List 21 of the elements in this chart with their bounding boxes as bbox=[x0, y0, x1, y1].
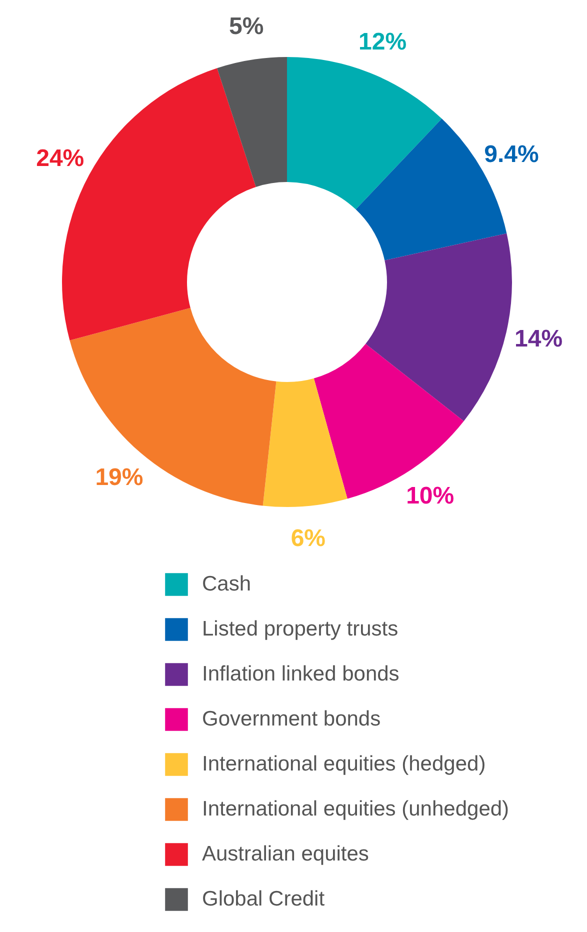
data-label: 6% bbox=[290, 525, 326, 552]
data-label: 14% bbox=[514, 325, 563, 352]
donut-slice bbox=[262, 378, 348, 507]
data-label: 19% bbox=[95, 464, 144, 491]
legend-label: Inflation linked bonds bbox=[202, 662, 400, 686]
donut-slice bbox=[366, 233, 512, 422]
data-label: 12% bbox=[358, 28, 407, 56]
donut-slice bbox=[217, 57, 287, 187]
data-label: 9.4% bbox=[484, 140, 539, 168]
data-label: 24% bbox=[36, 145, 84, 172]
data-label: 10% bbox=[406, 482, 454, 510]
donut-slice bbox=[287, 57, 442, 210]
legend-label: International equities (unhedged) bbox=[202, 798, 510, 820]
legend-label: Government bonds bbox=[202, 708, 381, 730]
legend-label: International equities (hedged) bbox=[202, 752, 486, 776]
legend-label: Cash bbox=[202, 572, 252, 596]
legend-label: Australian equites bbox=[202, 842, 369, 866]
legend-label: Listed property trusts bbox=[202, 618, 398, 640]
data-label: 5% bbox=[229, 13, 264, 40]
donut-slice bbox=[70, 308, 276, 506]
legend-label: Global Credit bbox=[202, 888, 325, 910]
